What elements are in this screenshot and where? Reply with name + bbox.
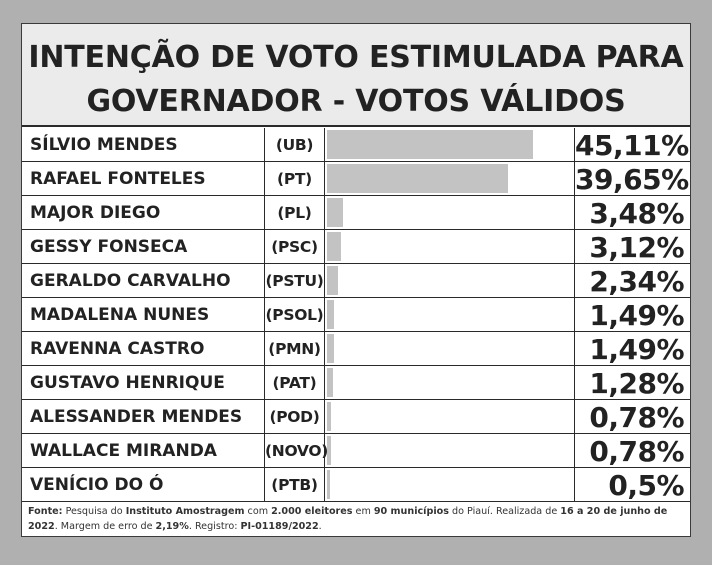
bar-cell — [325, 196, 575, 229]
bar — [327, 436, 331, 465]
bar-cell — [325, 264, 575, 297]
bar-cell — [325, 468, 575, 501]
party-label: (PT) — [265, 162, 325, 195]
footer-margin: 2,19% — [155, 521, 189, 532]
footer-institute: Instituto Amostragem — [125, 506, 245, 517]
bar-cell — [325, 400, 575, 433]
percentage-label: 1,49% — [589, 333, 684, 366]
table-row: MADALENA NUNES (PSOL) 1,49% — [22, 298, 690, 332]
candidate-name: SÍLVIO MENDES — [22, 128, 265, 161]
party-label: (NOVO) — [265, 434, 328, 467]
table-row: GESSY FONSECA (PSC) 3,12% — [22, 230, 690, 264]
candidate-name: MAJOR DIEGO — [22, 196, 265, 229]
bar — [327, 470, 330, 499]
footer-text: com — [244, 506, 272, 517]
title-line-1: INTENÇÃO DE VOTO ESTIMULADA PARA — [28, 40, 684, 75]
candidate-name: WALLACE MIRANDA — [22, 434, 265, 467]
bar-cell — [325, 332, 575, 365]
table-row: VENÍCIO DO Ó (PTB) 0,5% — [22, 468, 690, 502]
bar-cell — [325, 230, 575, 263]
bar — [327, 232, 341, 261]
bar-cell — [325, 162, 575, 195]
percentage-label: 45,11% — [575, 129, 689, 162]
chart-card: INTENÇÃO DE VOTO ESTIMULADA PARA GOVERNA… — [21, 23, 691, 537]
percentage-label: 39,65% — [575, 163, 689, 196]
party-label: (UB) — [265, 128, 325, 161]
footer-sample: 2.000 eleitores — [271, 506, 353, 517]
bar-cell — [325, 128, 575, 161]
percentage-label: 0,5% — [608, 469, 684, 502]
party-label: (PAT) — [265, 366, 325, 399]
footer-text: . Margem de erro de — [54, 521, 156, 532]
table-row: MAJOR DIEGO (PL) 3,48% — [22, 196, 690, 230]
percentage-label: 0,78% — [589, 401, 684, 434]
footer-text: em — [352, 506, 374, 517]
bar — [327, 266, 338, 295]
table-row: RAVENNA CASTRO (PMN) 1,49% — [22, 332, 690, 366]
bar — [327, 164, 508, 193]
bar — [327, 402, 331, 431]
source-note: Fonte: Pesquisa do Instituto Amostragem … — [28, 504, 684, 534]
party-label: (PMN) — [265, 332, 325, 365]
footer-text: Pesquisa do — [62, 506, 126, 517]
table-row: SÍLVIO MENDES (UB) 45,11% — [22, 128, 690, 162]
table-row: GERALDO CARVALHO (PSTU) 2,34% — [22, 264, 690, 298]
footer-text: do Piauí. Realizada de — [448, 506, 561, 517]
footer-municipalities: 90 municípios — [373, 506, 449, 517]
candidate-name: MADALENA NUNES — [22, 298, 265, 331]
bar — [327, 334, 334, 363]
table-row: WALLACE MIRANDA (NOVO) 0,78% — [22, 434, 690, 468]
footer-text: . — [318, 521, 322, 532]
bar-cell — [325, 298, 575, 331]
percentage-label: 2,34% — [589, 265, 684, 298]
candidate-name: RAFAEL FONTELES — [22, 162, 265, 195]
table-row: RAFAEL FONTELES (PT) 39,65% — [22, 162, 690, 196]
party-label: (PSOL) — [265, 298, 325, 331]
percentage-label: 0,78% — [589, 435, 684, 468]
bar — [327, 368, 333, 397]
footer-label: Fonte: — [28, 506, 63, 517]
bar — [327, 130, 533, 159]
party-label: (PSC) — [265, 230, 325, 263]
percentage-label: 1,28% — [589, 367, 684, 400]
percentage-label: 3,12% — [589, 231, 684, 264]
candidate-name: ALESSANDER MENDES — [22, 400, 265, 433]
bar-cell — [325, 366, 575, 399]
table-row: ALESSANDER MENDES (POD) 0,78% — [22, 400, 690, 434]
bar-cell — [325, 434, 575, 467]
party-label: (PL) — [265, 196, 325, 229]
party-label: (PSTU) — [265, 264, 325, 297]
party-label: (POD) — [265, 400, 325, 433]
footer-registry: PI-01189/2022 — [240, 521, 319, 532]
title-line-2: GOVERNADOR - VOTOS VÁLIDOS — [86, 84, 626, 119]
party-label: (PTB) — [265, 468, 325, 501]
chart-title: INTENÇÃO DE VOTO ESTIMULADA PARA GOVERNA… — [22, 24, 690, 127]
bar — [327, 198, 343, 227]
table-row: GUSTAVO HENRIQUE (PAT) 1,28% — [22, 366, 690, 400]
bar — [327, 300, 334, 329]
candidate-name: GUSTAVO HENRIQUE — [22, 366, 265, 399]
footer-dates: 16 a 20 de junho de 2022 — [28, 506, 668, 532]
footer-text: . Registro: — [188, 521, 241, 532]
percentage-label: 3,48% — [589, 197, 684, 230]
candidate-name: RAVENNA CASTRO — [22, 332, 265, 365]
candidate-name: GERALDO CARVALHO — [22, 264, 265, 297]
candidate-name: VENÍCIO DO Ó — [22, 468, 265, 501]
percentage-label: 1,49% — [589, 299, 684, 332]
candidate-name: GESSY FONSECA — [22, 230, 265, 263]
